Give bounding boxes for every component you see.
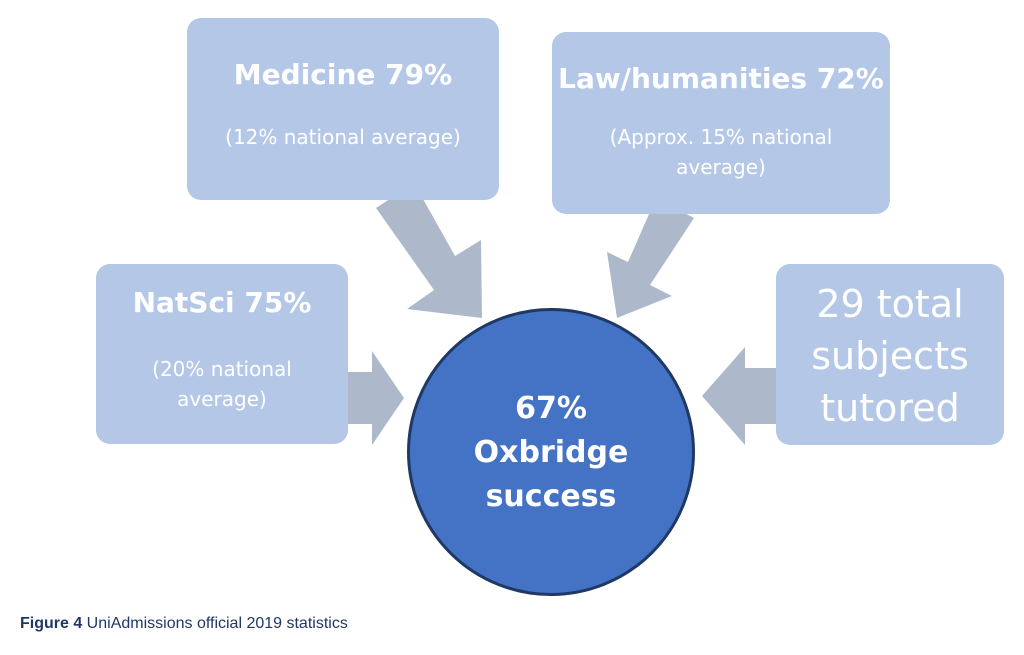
subjects-box: 29 total subjects tutored	[776, 264, 1004, 445]
subjects-text: 29 total subjects tutored	[811, 282, 969, 430]
figure-caption: Figure 4 UniAdmissions official 2019 sta…	[20, 615, 348, 633]
medicine-box: Medicine 79% (12% national average)	[187, 18, 499, 200]
law-note: (Approx. 15% national average)	[609, 125, 833, 179]
center-text: 67% Oxbridge success	[473, 391, 629, 514]
arrow-natsci-to-center	[348, 351, 404, 445]
natsci-title: NatSci 75%	[132, 286, 312, 319]
center-circle: 67% Oxbridge success	[407, 308, 695, 596]
natsci-box: NatSci 75% (20% national average)	[96, 264, 348, 444]
medicine-title: Medicine 79%	[233, 58, 453, 91]
arrow-medicine-to-center	[376, 183, 482, 318]
law-box: Law/humanities 72% (Approx. 15% national…	[552, 32, 890, 214]
law-title: Law/humanities 72%	[558, 62, 884, 95]
arrow-law-to-center	[607, 198, 694, 318]
figure-caption-text: UniAdmissions official 2019 statistics	[82, 615, 348, 632]
figure-label: Figure 4	[20, 615, 83, 632]
natsci-note: (20% national average)	[152, 357, 292, 411]
medicine-note: (12% national average)	[225, 125, 461, 149]
arrow-subjects-to-center	[702, 347, 776, 445]
